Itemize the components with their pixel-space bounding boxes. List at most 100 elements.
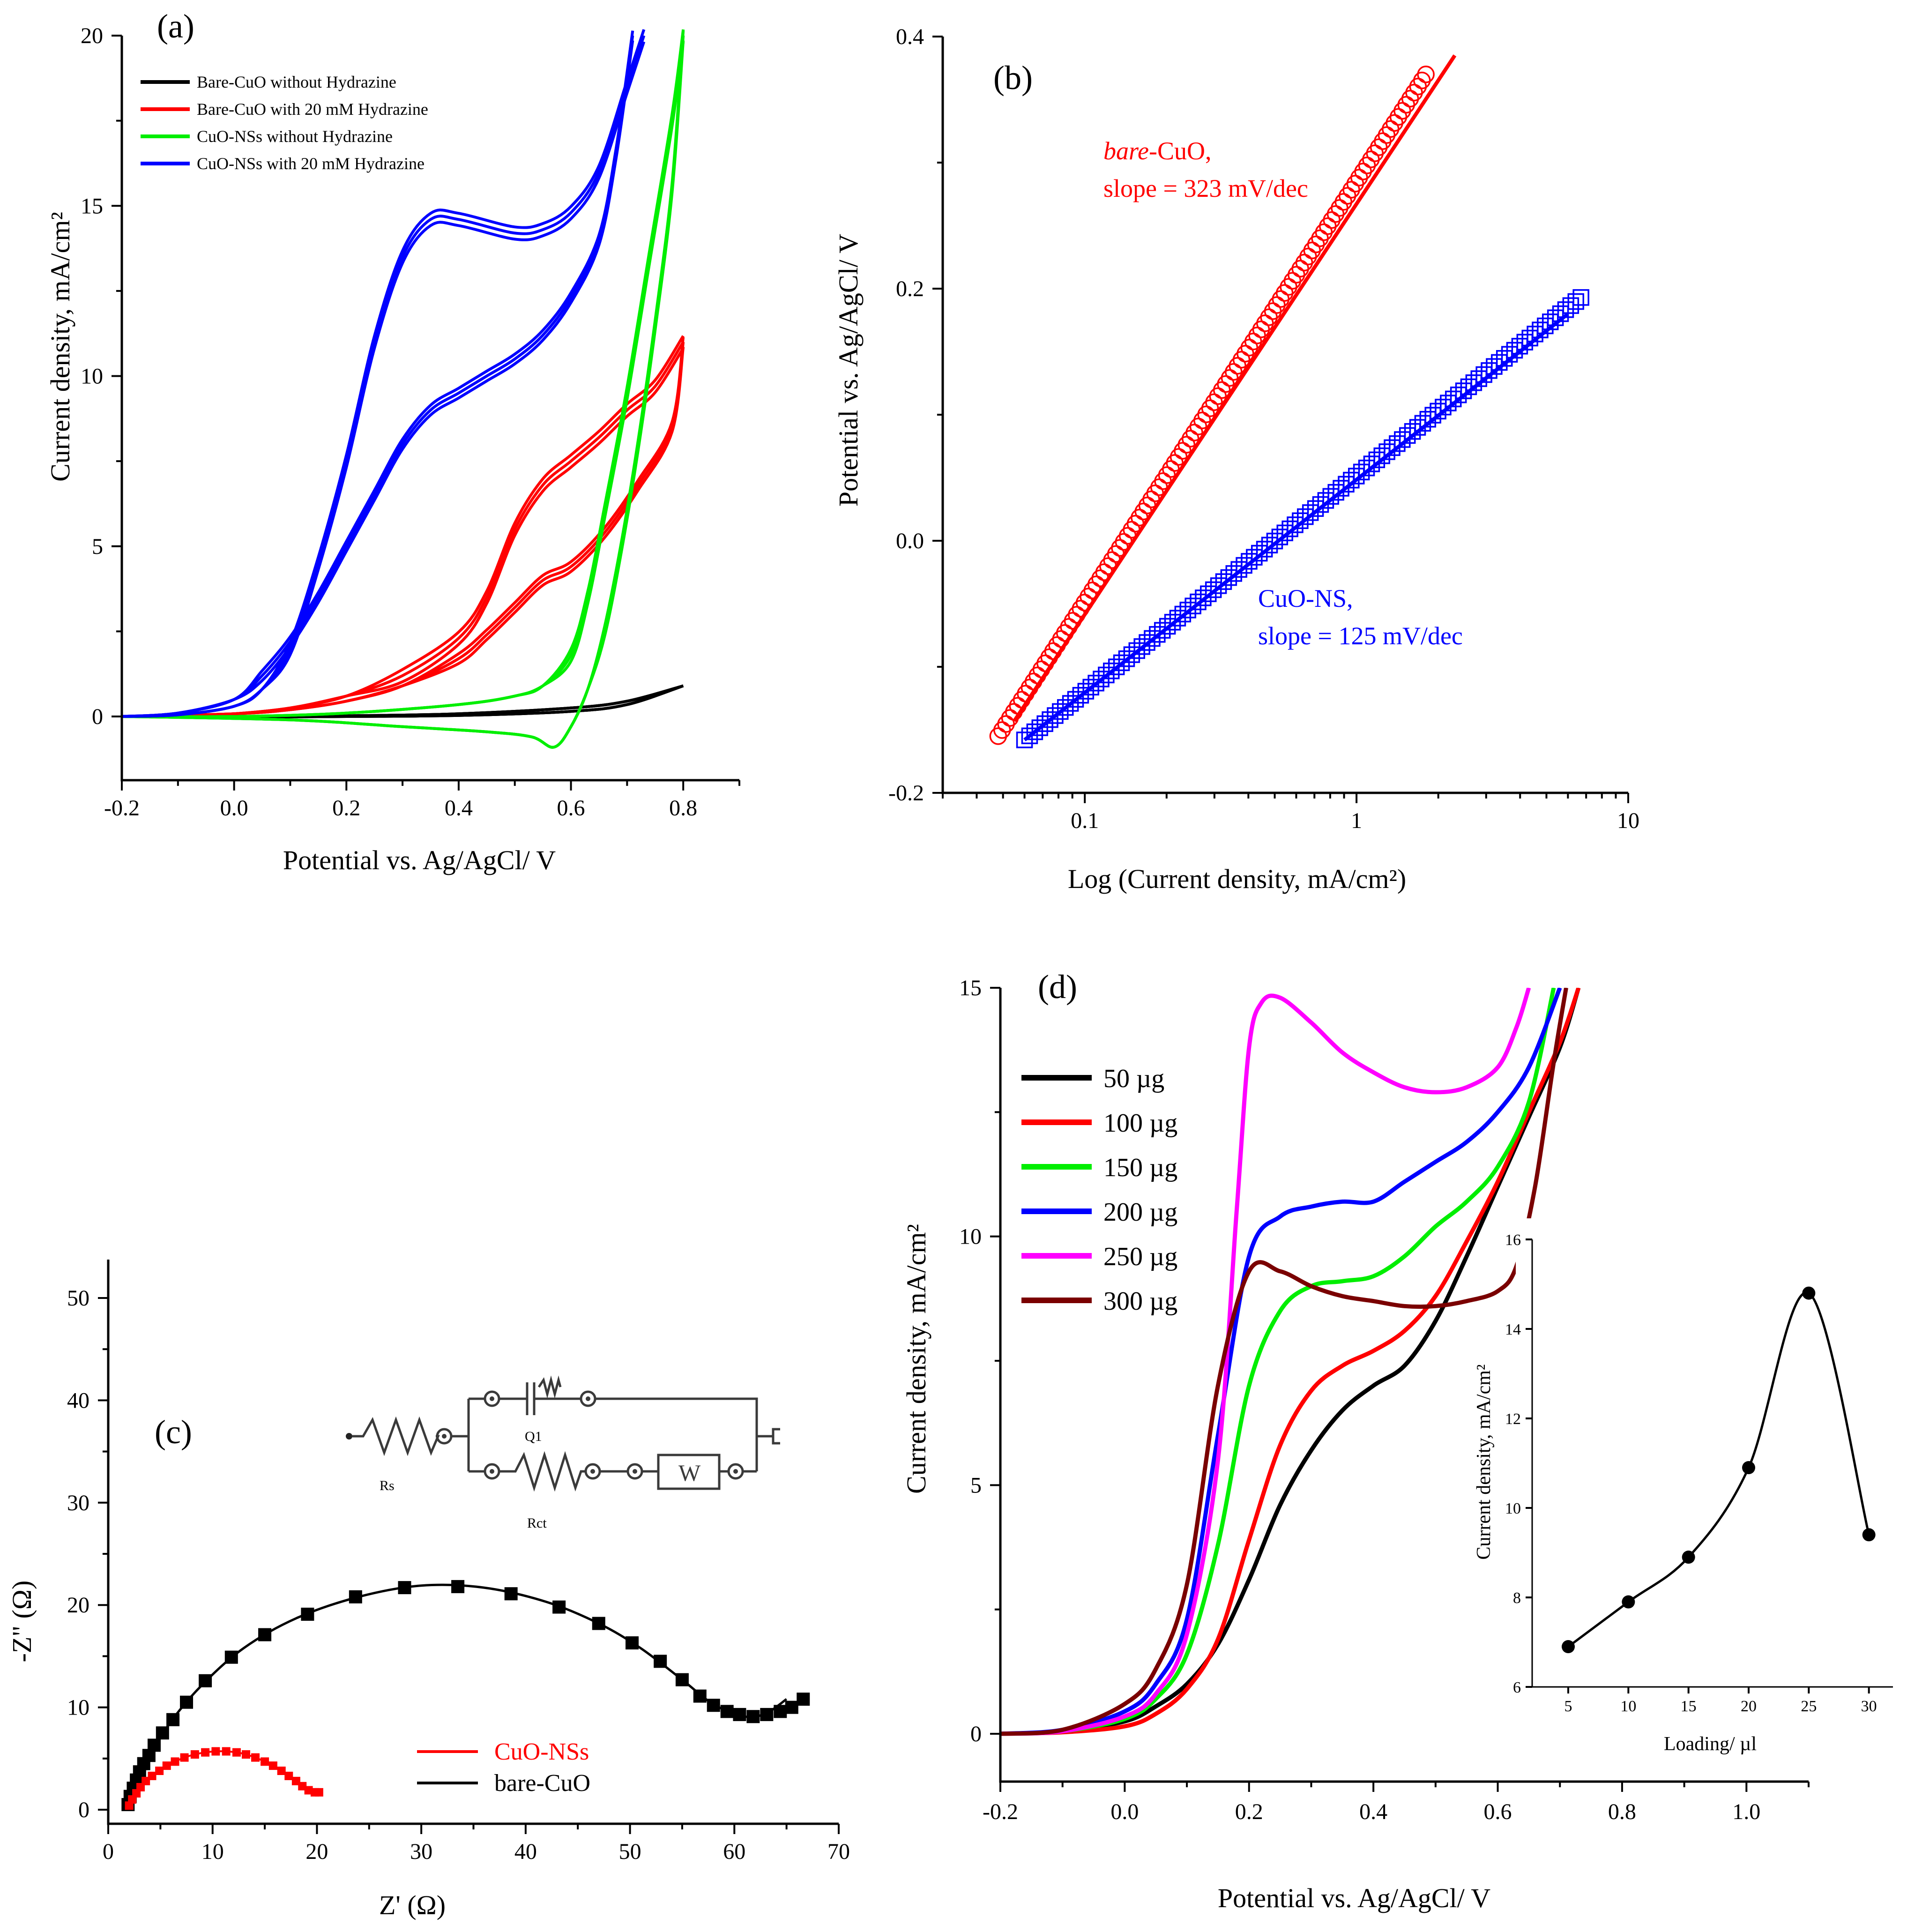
panel-b-bare-label: bare-CuO, xyxy=(1103,137,1211,165)
inset-marker xyxy=(1682,1551,1695,1564)
panel-b-fit-line-0 xyxy=(1013,54,1457,722)
panel-c-cuons-marker xyxy=(251,1753,260,1762)
panel-c-chart: 0 10 20 30 40 50 60 70 0 10 20 30 40 50 (c) Z' (Ω) -Z… xyxy=(7,1260,850,1920)
inset-marker xyxy=(1802,1286,1816,1300)
panel-d-chart: -0.2 0.0 0.2 0.4 0.6 0.8 1.0 0 5 10 15 (d) Potenti… xyxy=(901,968,1900,1913)
panel-c-series-group xyxy=(121,1580,810,1812)
panel-d-xtick-label: 0.0 xyxy=(1110,1799,1139,1824)
panel-d-legend-label: 150 µg xyxy=(1103,1153,1177,1182)
panel-c-ticks: 0 10 20 30 40 50 60 70 0 10 20 30 40 50 xyxy=(67,1286,850,1864)
panel-a-tag: (a) xyxy=(157,7,194,45)
panel-c-cuons-marker xyxy=(277,1767,286,1775)
inset-ytick-label: 10 xyxy=(1505,1500,1521,1517)
circuit-node-6-dot xyxy=(633,1469,637,1474)
inset-background xyxy=(1516,1218,1900,1682)
panel-d-ytick-label: 0 xyxy=(970,1722,982,1746)
panel-c-xtick-label: 30 xyxy=(410,1839,432,1864)
inset-marker xyxy=(1862,1528,1876,1542)
panel-a-xtick-label: 0.8 xyxy=(669,796,697,821)
panel-d-xtick-label: 0.2 xyxy=(1235,1799,1263,1824)
panel-c-legend-cuons-label: CuO-NSs xyxy=(494,1738,589,1765)
panel-c-bare-marker xyxy=(592,1617,605,1630)
panel-b-bare-italic: bare xyxy=(1103,137,1149,165)
panel-c-ytick-label: 40 xyxy=(67,1388,89,1413)
panel-c-xtick-label: 50 xyxy=(619,1839,641,1864)
panel-a-xtick-label: 0.4 xyxy=(445,796,473,821)
circuit-node-3-dot xyxy=(586,1396,590,1401)
panel-a-ytick-label: 5 xyxy=(92,534,103,559)
panel-d-curves xyxy=(1000,988,1581,1736)
inset-ticks: 5 10 15 20 25 30 6 8 10 12 14 16 xyxy=(1505,1231,1877,1715)
inset-ytick-label: 14 xyxy=(1505,1321,1521,1338)
panel-c-ytick-label: 20 xyxy=(67,1593,89,1618)
panel-b-ns-slope: slope = 125 mV/dec xyxy=(1258,622,1463,650)
panel-c-cuons-marker xyxy=(162,1761,171,1770)
panel-a-legend-label: CuO-NSs with 20 mM Hydrazine xyxy=(197,154,425,173)
panel-b-series-group xyxy=(989,54,1589,748)
panel-c-bare-marker xyxy=(774,1705,787,1718)
inset-ylabel: Current density, mA/cm² xyxy=(1473,1365,1495,1560)
circuit-rct-label: Rct xyxy=(527,1515,547,1531)
panel-d-xtick-label: 0.6 xyxy=(1484,1799,1512,1824)
panel-b-axes-frame xyxy=(941,37,1628,794)
panel-b-bare-marker xyxy=(1417,65,1435,83)
resistor-rs-icon xyxy=(352,1416,440,1456)
panel-a-legend: Bare-CuO without Hydrazine Bare-CuO with … xyxy=(141,73,428,173)
panel-c-ytick-label: 30 xyxy=(67,1491,89,1515)
panel-d-ytick-label: 10 xyxy=(959,1224,982,1249)
panel-d-xtick-label: 1.0 xyxy=(1732,1799,1760,1824)
inset-ytick-label: 12 xyxy=(1505,1410,1521,1428)
panel-c-bare-marker xyxy=(552,1600,566,1614)
panel-a-cv-reverse-1 xyxy=(121,337,685,718)
panel-c-cuons-marker xyxy=(314,1788,323,1797)
panel-c-cuons-marker xyxy=(201,1748,210,1757)
panel-a-legend-label: Bare-CuO with 20 mM Hydrazine xyxy=(197,100,428,119)
panel-a-xtick-label: 0.2 xyxy=(332,796,360,821)
panel-a-chart: -0.2 0.0 0.2 0.4 0.6 0.8 0 5 10 15 20 (a) Potentia… xyxy=(45,7,740,875)
inset-xtick-label: 20 xyxy=(1741,1698,1757,1715)
panel-a-cv-reverse-2 xyxy=(121,40,685,749)
panel-a-xtick-label: -0.2 xyxy=(104,796,140,821)
panel-c-bare-marker xyxy=(707,1699,720,1712)
panel-d-legend-label: 200 µg xyxy=(1103,1198,1177,1227)
circuit-wire-split xyxy=(451,1399,470,1471)
panel-b-xtick-label: 0.1 xyxy=(1071,808,1099,833)
panel-c-cuons-marker xyxy=(261,1757,269,1766)
panel-c-bare-marker xyxy=(258,1628,272,1641)
inset-xtick-label: 5 xyxy=(1564,1698,1572,1715)
panel-d-inset-chart: 5 10 15 20 25 30 6 8 10 12 14 16 Loading/ µl Curren… xyxy=(1473,1218,1900,1755)
panel-c-xtick-label: 70 xyxy=(827,1839,850,1864)
panel-a-xlabel: Potential vs. Ag/AgCl/ V xyxy=(283,845,556,875)
panel-a-cv-forward-3 xyxy=(121,29,646,718)
panel-b-fit-line-1 xyxy=(1023,312,1569,742)
inset-xtick-label: 10 xyxy=(1620,1698,1636,1715)
panel-a-cv-reverse-3 xyxy=(121,30,634,718)
panel-a-cv-forward-2 xyxy=(121,29,685,718)
inset-xtick-label: 15 xyxy=(1681,1698,1697,1715)
panel-c-bare-marker xyxy=(451,1580,465,1593)
panel-c-bare-marker xyxy=(199,1674,212,1687)
panel-c-bare-marker xyxy=(626,1636,639,1650)
panel-d-legend-label: 100 µg xyxy=(1103,1109,1177,1138)
panel-b-ns-marker xyxy=(1567,293,1584,310)
panel-b-bare-slope: slope = 323 mV/dec xyxy=(1103,174,1308,202)
inset-ytick-label: 16 xyxy=(1505,1231,1521,1249)
panel-c-xtick-label: 10 xyxy=(201,1839,224,1864)
panel-d-xtick-label: -0.2 xyxy=(983,1799,1018,1824)
circuit-rs-label: Rs xyxy=(380,1478,395,1493)
inset-series-group xyxy=(1562,1286,1876,1654)
circuit-wire-top-right xyxy=(595,1397,758,1471)
resistor-rct-icon xyxy=(499,1451,586,1492)
panel-a-cv-reverse-2 xyxy=(121,30,685,749)
panel-b-xlabel: Log (Current density, mA/cm²) xyxy=(1068,864,1406,894)
panel-c-bare-marker xyxy=(504,1587,518,1601)
panel-b-ticks: 0.1 1 10 -0.2 0.0 0.2 0.4 xyxy=(888,24,1639,833)
panel-c-cuons-marker xyxy=(232,1748,241,1757)
panel-c-bare-marker xyxy=(797,1693,810,1706)
panel-c-cuons-marker xyxy=(284,1771,293,1780)
panel-c-bare-marker xyxy=(301,1607,314,1621)
inset-ytick-label: 8 xyxy=(1513,1589,1521,1607)
panel-b-chart: 0.1 1 10 -0.2 0.0 0.2 0.4 (b) Log (Current den… xyxy=(833,24,1639,894)
panel-c-bare-marker xyxy=(720,1705,734,1718)
inset-xlabel: Loading/ µl xyxy=(1664,1733,1757,1755)
